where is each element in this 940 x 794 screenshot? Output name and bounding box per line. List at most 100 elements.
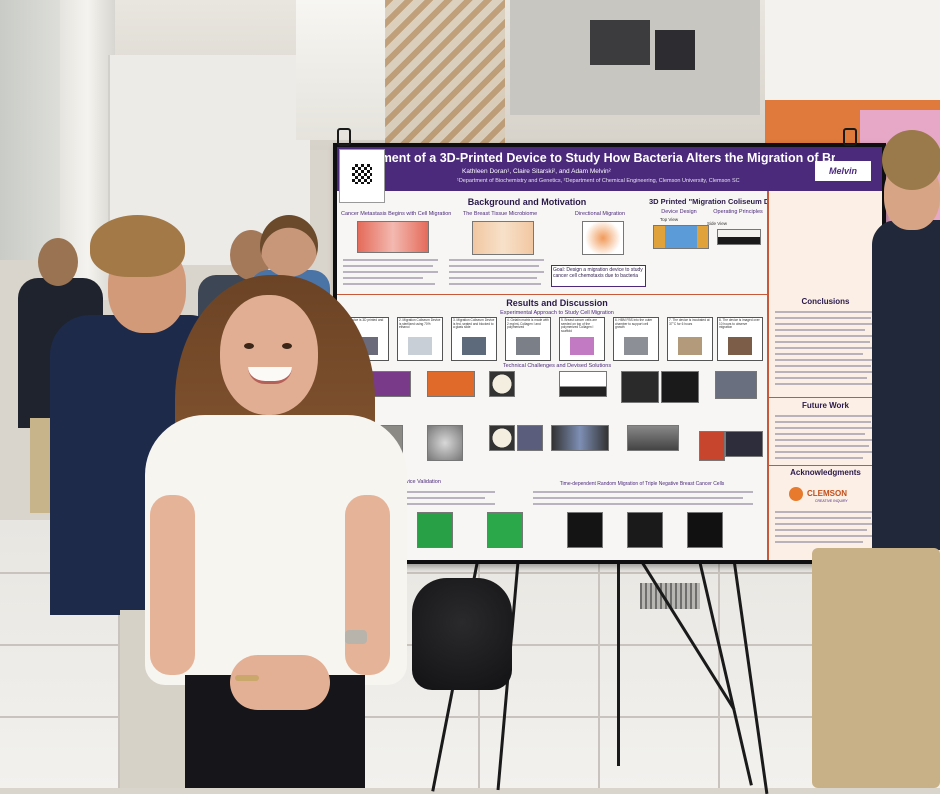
eye: [244, 343, 254, 349]
binder-clip-icon: [843, 128, 857, 146]
text-line: [775, 359, 875, 361]
device-subtitle: Operating Principles: [713, 209, 763, 215]
woman-arm: [345, 495, 390, 675]
text-line: [775, 541, 863, 543]
text-line: [533, 497, 743, 499]
text-line: [775, 341, 870, 343]
text-line: [775, 311, 875, 313]
text-line: [775, 451, 875, 453]
section-acknowledgments-title: Acknowledgments: [790, 468, 861, 477]
text-line: [345, 497, 485, 499]
migration-image: [627, 512, 663, 548]
text-line: [775, 365, 871, 367]
text-line: [775, 535, 875, 537]
step-caption: 4. Gelatin matrix is made with 2 mg/mL C…: [507, 318, 549, 330]
clemson-logo-subtext: CREATIVE INQUIRY: [815, 499, 848, 503]
section-divider: [769, 465, 882, 466]
background-subtitle: The Breast Tissue Microbiome: [462, 211, 538, 217]
challenge-image: [489, 425, 515, 451]
step-caption: 2. Migration Coliseum Device is steriliz…: [399, 318, 441, 330]
text-line: [449, 277, 537, 279]
text-line: [775, 439, 875, 441]
binder-clip-icon: [337, 128, 351, 146]
device-subtitle: Device Design: [661, 209, 697, 215]
wall-screen: [655, 30, 695, 70]
step-image: [462, 337, 486, 355]
clasped-hands: [230, 655, 330, 710]
device-top-view: [653, 225, 709, 249]
step-caption: 5. Breast cancer cells are seeded on top…: [561, 318, 597, 333]
text-line: [775, 371, 875, 373]
step-card: 8. The device is imaged over 10 hours to…: [717, 317, 763, 361]
smile: [248, 367, 292, 384]
text-line: [533, 491, 753, 493]
results-subtitle: Time-dependent Random Migration of Tripl…: [559, 481, 725, 487]
step-image: [516, 337, 540, 355]
step-caption: 3. Migration Coliseum Device is fed, sea…: [453, 318, 495, 330]
man-hair: [882, 130, 940, 190]
text-line: [775, 427, 875, 429]
section-device-title: 3D Printed "Migration Coliseum Device": [649, 197, 792, 206]
lab-logo: Melvin: [815, 161, 871, 181]
text-line: [775, 383, 875, 385]
poster-title: elopment of a 3D-Printed Device to Study…: [355, 151, 835, 165]
person-head: [38, 238, 78, 286]
staircase: [385, 0, 505, 145]
challenge-image: [427, 371, 475, 397]
step-image: [570, 337, 594, 355]
challenge-image: [427, 425, 463, 461]
tissue-figure: [357, 221, 429, 253]
step-card: 6. HBM FBS into the outer chamber to sup…: [613, 317, 659, 361]
clemson-logo-text: CLEMSON: [807, 489, 847, 498]
text-line: [343, 283, 435, 285]
section-conclusions-title: Conclusions: [801, 297, 850, 306]
step-card: 3. Migration Coliseum Device is fed, sea…: [451, 317, 497, 361]
device-view-label: Top View: [659, 217, 679, 222]
bracelet: [235, 675, 259, 681]
text-line: [775, 421, 871, 423]
text-line: [449, 259, 544, 261]
goal-box: Goal: Design a migration device to study…: [551, 265, 646, 287]
results-subtitle: Technical Challenges and Devised Solutio…: [502, 363, 612, 369]
migration-image: [687, 512, 723, 548]
background-subtitle: Cancer Metastasis Begins with Cell Migra…: [341, 211, 452, 217]
text-line: [449, 271, 544, 273]
man-in-dark-suit: [812, 130, 940, 788]
section-future-title: Future Work: [802, 401, 849, 410]
woman-face: [220, 295, 318, 415]
text-line: [775, 347, 875, 349]
text-line: [775, 457, 863, 459]
qr-code-card: [339, 149, 385, 203]
challenge-image: [517, 425, 543, 451]
challenge-image: [489, 371, 515, 397]
eye: [282, 343, 292, 349]
step-caption: 6. HBM FBS into the outer chamber to sup…: [615, 318, 653, 330]
text-line: [533, 503, 753, 505]
clemson-paw-icon: [789, 487, 803, 501]
poster-header: elopment of a 3D-Printed Device to Study…: [337, 147, 882, 191]
step-card: 7. The device is incubated at 37°C for 6…: [667, 317, 713, 361]
text-line: [449, 265, 539, 267]
dark-jacket: [872, 220, 940, 550]
section-results-title: Results and Discussion: [506, 298, 608, 308]
poster-authors: Kathleen Doran¹, Claire Sitarski², and A…: [462, 168, 611, 175]
step-caption: 8. The device is imaged over 10 hours to…: [719, 318, 760, 330]
poster-affiliation: ¹Department of Biochemistry and Genetics…: [457, 178, 740, 184]
section-divider: [337, 294, 767, 295]
presenter-woman: [140, 275, 410, 788]
woman-arm: [150, 495, 195, 675]
challenge-image: [725, 431, 763, 457]
text-line: [775, 445, 869, 447]
man-hair: [90, 215, 185, 277]
background-subtitle: Directional Migration: [574, 211, 626, 217]
text-line: [775, 523, 875, 525]
panel-divider: [767, 191, 769, 560]
text-line: [345, 503, 495, 505]
step-card: 5. Breast cancer cells are seeded on top…: [559, 317, 605, 361]
khaki-pants: [812, 548, 940, 788]
person-head: [260, 215, 318, 277]
challenge-image: [621, 371, 659, 403]
challenge-image: [715, 371, 757, 399]
easel-leg: [617, 556, 620, 766]
text-line: [775, 529, 867, 531]
